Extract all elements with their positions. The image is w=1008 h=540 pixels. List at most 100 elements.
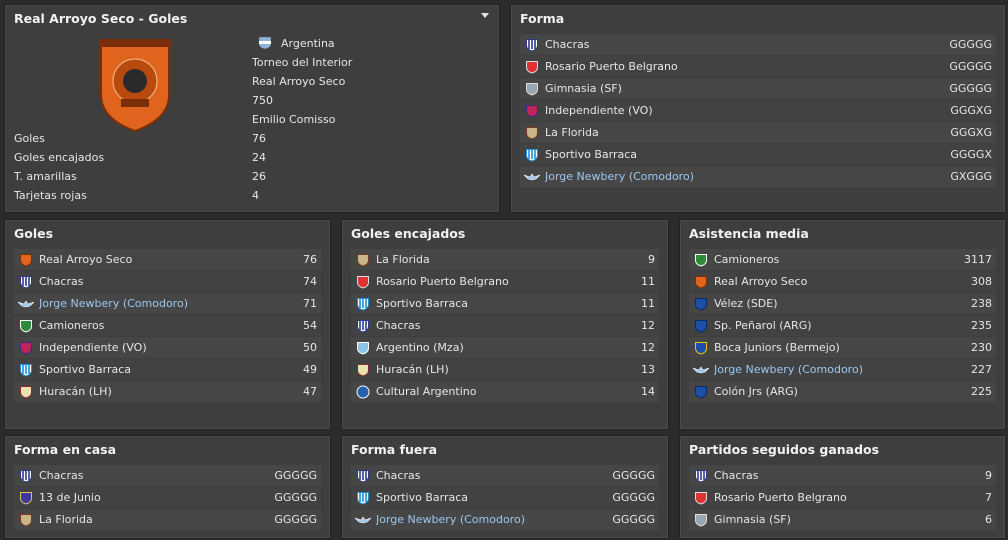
table-row[interactable]: Gimnasia (SF) 6 — [689, 509, 996, 530]
table-row[interactable]: Sp. Peñarol (ARG) 235 — [689, 315, 996, 336]
row-value: 3117 — [964, 253, 992, 266]
barraca-crest-icon — [354, 490, 372, 506]
table-row[interactable]: Jorge Newbery (Comodoro) 71 — [14, 293, 321, 314]
table-row[interactable]: Real Arroyo Seco 76 — [14, 249, 321, 270]
newbery-crest-icon — [17, 296, 35, 312]
team-name[interactable]: Rosario Puerto Belgrano — [714, 491, 847, 504]
table-row[interactable]: La Florida GGGGG — [14, 509, 321, 530]
club-nation[interactable]: Argentina — [281, 37, 335, 50]
team-name[interactable]: Colón Jrs (ARG) — [714, 385, 798, 398]
team-name[interactable]: Sportivo Barraca — [376, 491, 468, 504]
table-row[interactable]: Sportivo Barraca GGGGX — [520, 144, 996, 165]
team-name[interactable]: Rosario Puerto Belgrano — [376, 275, 509, 288]
team-name[interactable]: Independiente (VO) — [545, 104, 653, 117]
table-row[interactable]: Rosario Puerto Belgrano 11 — [351, 271, 659, 292]
team-name[interactable]: Jorge Newbery (Comodoro) — [39, 297, 188, 310]
team-name[interactable]: Sp. Peñarol (ARG) — [714, 319, 812, 332]
table-row[interactable]: Sportivo Barraca 49 — [14, 359, 321, 380]
table-row[interactable]: Sportivo Barraca 11 — [351, 293, 659, 314]
team-name[interactable]: Chacras — [39, 469, 84, 482]
team-name[interactable]: 13 de Junio — [39, 491, 101, 504]
team-name[interactable]: Sportivo Barraca — [376, 297, 468, 310]
team-name[interactable]: Gimnasia (SF) — [545, 82, 622, 95]
table-row[interactable]: Vélez (SDE) 238 — [689, 293, 996, 314]
table-row[interactable]: Jorge Newbery (Comodoro) GGGGG — [351, 509, 659, 530]
team-name[interactable]: Gimnasia (SF) — [714, 513, 791, 526]
team-name[interactable]: Camioneros — [39, 319, 105, 332]
row-value: GGGGG — [274, 469, 317, 482]
team-name[interactable]: Vélez (SDE) — [714, 297, 778, 310]
table-row[interactable]: Argentino (Mza) 12 — [351, 337, 659, 358]
team-name[interactable]: Chacras — [545, 38, 590, 51]
team-name[interactable]: Boca Juniors (Bermejo) — [714, 341, 840, 354]
table-row[interactable]: Real Arroyo Seco 308 — [689, 271, 996, 292]
table-row[interactable]: Sportivo Barraca GGGGG — [351, 487, 659, 508]
club-stadium[interactable]: Real Arroyo Seco — [252, 75, 346, 88]
forma-fuera-title: Forma fuera — [351, 442, 438, 457]
row-value: 76 — [303, 253, 317, 266]
table-row[interactable]: La Florida 9 — [351, 249, 659, 270]
team-name[interactable]: Jorge Newbery (Comodoro) — [714, 363, 863, 376]
team-name[interactable]: Rosario Puerto Belgrano — [545, 60, 678, 73]
team-name[interactable]: Real Arroyo Seco — [714, 275, 808, 288]
table-row[interactable]: Chacras 9 — [689, 465, 996, 486]
team-name[interactable]: Argentino (Mza) — [376, 341, 464, 354]
penarol-crest-icon — [692, 318, 710, 334]
table-row[interactable]: La Florida GGGXG — [520, 122, 996, 143]
table-row[interactable]: Huracán (LH) 47 — [14, 381, 321, 402]
team-name[interactable]: Independiente (VO) — [39, 341, 147, 354]
chacras-crest-icon — [17, 468, 35, 484]
row-value: GGGGG — [274, 491, 317, 504]
table-row[interactable]: Rosario Puerto Belgrano GGGGG — [520, 56, 996, 77]
team-name[interactable]: Chacras — [714, 469, 759, 482]
team-name[interactable]: Jorge Newbery (Comodoro) — [376, 513, 525, 526]
table-row[interactable]: Gimnasia (SF) GGGGG — [520, 78, 996, 99]
forma-list: Chacras GGGGG Rosario Puerto Belgrano GGGGG… — [520, 34, 996, 188]
team-name[interactable]: Chacras — [376, 469, 421, 482]
table-row[interactable]: Independiente (VO) 50 — [14, 337, 321, 358]
team-name[interactable]: Jorge Newbery (Comodoro) — [545, 170, 694, 183]
team-name[interactable]: Sportivo Barraca — [39, 363, 131, 376]
club-league[interactable]: Torneo del Interior — [252, 56, 353, 69]
team-name[interactable]: Camioneros — [714, 253, 780, 266]
row-value: GGGXG — [950, 104, 992, 117]
table-row[interactable]: 13 de Junio GGGGG — [14, 487, 321, 508]
table-row[interactable]: Jorge Newbery (Comodoro) 227 — [689, 359, 996, 380]
table-row[interactable]: Chacras GGGGG — [351, 465, 659, 486]
row-value: 225 — [971, 385, 992, 398]
asistencia-title: Asistencia media — [689, 226, 809, 241]
dropdown-arrow-icon[interactable] — [481, 13, 489, 18]
table-row[interactable]: Cultural Argentino 14 — [351, 381, 659, 402]
table-row[interactable]: Camioneros 3117 — [689, 249, 996, 270]
row-value: 71 — [303, 297, 317, 310]
table-row[interactable]: Rosario Puerto Belgrano 7 — [689, 487, 996, 508]
table-row[interactable]: Chacras GGGGG — [14, 465, 321, 486]
table-row[interactable]: Camioneros 54 — [14, 315, 321, 336]
table-row[interactable]: Jorge Newbery (Comodoro) GXGGG — [520, 166, 996, 187]
team-name[interactable]: Chacras — [376, 319, 421, 332]
stat-value-goles: 76 — [252, 132, 266, 145]
seguidos-list: Chacras 9 Rosario Puerto Belgrano 7 Gimnasia… — [689, 465, 996, 531]
team-name[interactable]: La Florida — [376, 253, 430, 266]
table-row[interactable]: Colón Jrs (ARG) 225 — [689, 381, 996, 402]
newbery-crest-icon — [692, 362, 710, 378]
club-manager[interactable]: Emilio Comisso — [252, 113, 336, 126]
table-row[interactable]: Boca Juniors (Bermejo) 230 — [689, 337, 996, 358]
team-name[interactable]: La Florida — [545, 126, 599, 139]
table-row[interactable]: Huracán (LH) 13 — [351, 359, 659, 380]
team-name[interactable]: Sportivo Barraca — [545, 148, 637, 161]
team-name[interactable]: Huracán (LH) — [39, 385, 112, 398]
chacras-crest-icon — [354, 468, 372, 484]
goles-encajados-panel: Goles encajados La Florida 9 Rosario Puert… — [341, 219, 669, 430]
table-row[interactable]: Chacras 12 — [351, 315, 659, 336]
table-row[interactable]: Chacras 74 — [14, 271, 321, 292]
laflorida-crest-icon — [523, 125, 541, 141]
team-name[interactable]: Chacras — [39, 275, 84, 288]
table-row[interactable]: Independiente (VO) GGGXG — [520, 100, 996, 121]
team-name[interactable]: Cultural Argentino — [376, 385, 477, 398]
team-name[interactable]: Huracán (LH) — [376, 363, 449, 376]
argentina-flag-icon — [258, 36, 272, 50]
table-row[interactable]: Chacras GGGGG — [520, 34, 996, 55]
team-name[interactable]: Real Arroyo Seco — [39, 253, 133, 266]
team-name[interactable]: La Florida — [39, 513, 93, 526]
